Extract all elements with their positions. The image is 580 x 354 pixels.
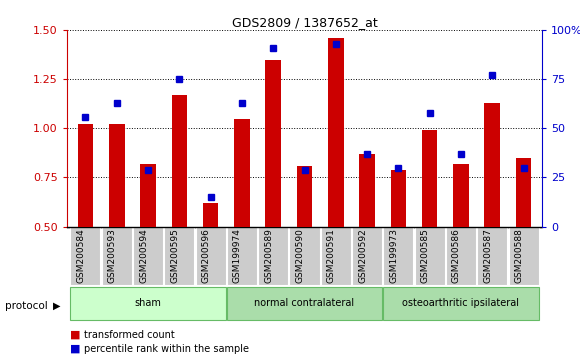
FancyBboxPatch shape [352,227,382,285]
FancyBboxPatch shape [446,227,476,285]
FancyBboxPatch shape [383,287,539,320]
Text: GSM200585: GSM200585 [420,228,430,283]
Text: ▶: ▶ [53,301,60,311]
FancyBboxPatch shape [415,227,445,285]
FancyBboxPatch shape [383,227,414,285]
FancyBboxPatch shape [195,227,226,285]
FancyBboxPatch shape [321,227,351,285]
Text: GSM200595: GSM200595 [171,228,179,283]
Bar [484,103,500,227]
Text: GSM200588: GSM200588 [514,228,524,283]
FancyBboxPatch shape [477,227,508,285]
Text: GSM200592: GSM200592 [358,228,367,283]
Text: GSM199974: GSM199974 [233,228,242,283]
Bar [203,203,219,227]
Text: GSM200587: GSM200587 [483,228,492,283]
FancyBboxPatch shape [509,227,539,285]
FancyBboxPatch shape [133,227,163,285]
Text: GSM200591: GSM200591 [327,228,336,283]
Bar [453,164,469,227]
FancyBboxPatch shape [227,227,257,285]
Text: GSM200596: GSM200596 [202,228,211,283]
Text: GSM200584: GSM200584 [77,228,85,283]
FancyBboxPatch shape [70,287,226,320]
Text: sham: sham [135,298,161,308]
FancyBboxPatch shape [289,227,320,285]
Bar [390,170,406,227]
FancyBboxPatch shape [164,227,194,285]
FancyBboxPatch shape [227,287,382,320]
Text: transformed count: transformed count [84,330,175,339]
Text: GSM200594: GSM200594 [139,228,148,283]
Bar [422,130,437,227]
Bar [266,59,281,227]
Bar [78,124,93,227]
Bar [140,164,156,227]
Bar [109,124,125,227]
FancyBboxPatch shape [102,227,132,285]
Text: protocol: protocol [5,301,48,311]
Bar [516,158,531,227]
Bar [234,119,250,227]
Text: GSM200593: GSM200593 [108,228,117,283]
Text: GSM200586: GSM200586 [452,228,461,283]
Text: ■: ■ [70,330,80,339]
Text: ■: ■ [70,344,80,354]
Bar [172,95,187,227]
Title: GDS2809 / 1387652_at: GDS2809 / 1387652_at [231,16,378,29]
Bar [359,154,375,227]
Text: GSM199973: GSM199973 [389,228,398,283]
Text: GSM200590: GSM200590 [295,228,305,283]
Text: GSM200589: GSM200589 [264,228,273,283]
Bar [297,166,312,227]
Text: osteoarthritic ipsilateral: osteoarthritic ipsilateral [403,298,520,308]
FancyBboxPatch shape [70,227,100,285]
Bar [328,38,343,227]
Text: normal contralateral: normal contralateral [255,298,354,308]
FancyBboxPatch shape [258,227,288,285]
Text: percentile rank within the sample: percentile rank within the sample [84,344,249,354]
